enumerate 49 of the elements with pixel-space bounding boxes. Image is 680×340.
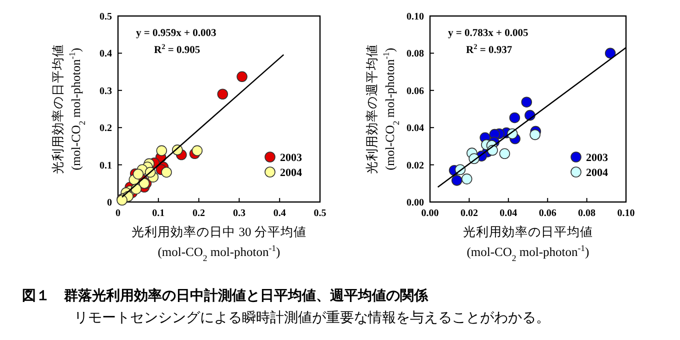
legend-label: 2003	[586, 152, 608, 164]
point	[161, 166, 172, 178]
point	[217, 88, 228, 100]
y-tick-label: 0.00	[406, 198, 424, 208]
y-tick-label: 0.4	[100, 48, 112, 60]
y-tick-label: 0.08	[406, 48, 424, 60]
legend-label: 2004	[280, 167, 302, 179]
legend-label: 2003	[280, 152, 302, 164]
x-axis-title: 光利用効率の日平均値 (mol-CO$_{2}$ mol-photon$^{-1}$)	[463, 224, 593, 263]
y-tick-label: 0.04	[406, 123, 424, 134]
point	[451, 175, 462, 186]
y-tick-label: 0.3	[100, 86, 112, 97]
point	[521, 96, 532, 108]
point	[499, 148, 510, 160]
x-tick-label: 0.4	[273, 208, 286, 219]
point	[604, 48, 616, 59]
x-tick-label: 0.5	[314, 208, 326, 219]
y-tick-label: 0.02	[406, 160, 424, 172]
x-tick-label: 0.08	[578, 208, 596, 219]
x-tick-label: 0.10	[617, 208, 635, 219]
x-tick-label: 0.3	[232, 208, 246, 219]
point	[236, 71, 248, 82]
text: リモートセンシングによる瞬時計測値が重要な情報を与えることがわかる。	[74, 310, 550, 326]
y-tick-label: 0.2	[100, 123, 112, 134]
point	[156, 145, 168, 156]
x-tick-label: 0.04	[500, 208, 518, 219]
x-tick-label: 0.00	[421, 208, 439, 219]
annotation: y = 0.783x + 0.005	[448, 28, 528, 39]
y-tick-label: 0.1	[100, 160, 112, 172]
point	[461, 174, 472, 184]
annotation: R$^{2}$ = 0.905	[154, 42, 200, 56]
point	[132, 168, 144, 180]
x-tick-label: 0.06	[538, 208, 556, 219]
point	[192, 145, 203, 156]
y-tick-label: 0	[107, 198, 112, 208]
y-tick-label: 0.06	[406, 86, 424, 97]
caption: 図１ 群落光利用効率の日中計測値と日平均値、週平均値の関係	[22, 287, 429, 304]
annotation: R$^{2}$ = 0.937	[466, 42, 512, 56]
y-tick-label: 0.5	[100, 12, 112, 22]
x-tick-label: 0	[116, 208, 120, 219]
point	[509, 112, 520, 124]
x-axis-title: 光利用効率の日中 30 分平均値 (mol-CO$_{2}$ mol-photon$^{-1}$)	[132, 224, 306, 263]
y-tick-label: 0.10	[406, 12, 424, 22]
x-tick-label: 0.2	[192, 208, 206, 219]
annotation: y = 0.959x + 0.003	[136, 28, 216, 39]
x-tick-label: 0.1	[152, 208, 165, 219]
x-tick-label: 0.02	[460, 208, 478, 219]
legend-label: 2004	[586, 167, 608, 179]
point	[530, 129, 540, 140]
